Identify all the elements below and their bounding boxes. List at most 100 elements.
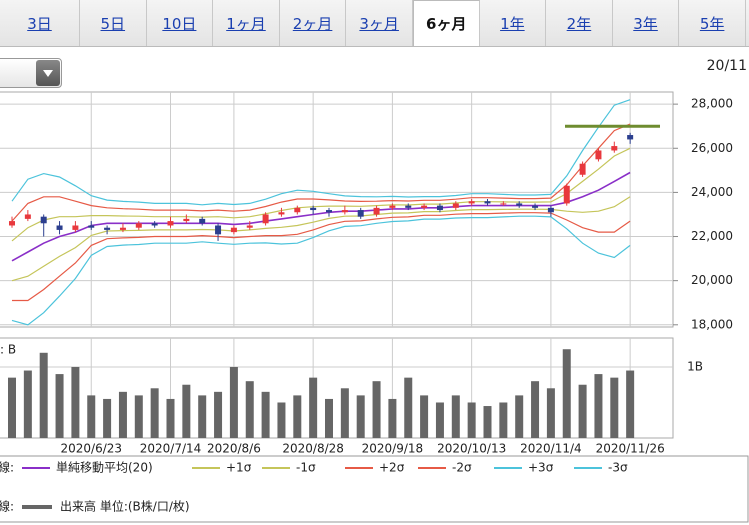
y-tick-label: 20,000 [691,273,733,287]
legend-entry: +3σ [528,461,554,475]
volume-bar [87,395,96,438]
volume-bar [23,370,32,438]
tab[interactable]: 1年 [480,0,547,46]
candle-body [24,214,31,219]
volume-bar [356,395,365,438]
volume-bar [245,381,254,438]
dropdown-button[interactable] [36,60,60,86]
volume-bar [71,366,80,438]
volume-bar [594,374,603,438]
candle-body [199,218,206,224]
candle-body [294,207,301,213]
candle-body [563,185,570,204]
candle-body [151,223,158,226]
y-tick-label: 18,000 [691,317,733,331]
legend-entry: 単純移動平均(20) [56,461,153,475]
volume-bar [166,398,175,438]
band-line [11,171,631,262]
dropdown[interactable] [0,58,62,88]
volume-bar [546,388,555,438]
volume-bar [182,384,191,438]
volume-bar [198,395,207,438]
candle-body [405,205,412,208]
y-tick-label: 26,000 [691,141,733,155]
candle-body [373,207,380,215]
candle-body [56,225,63,230]
legend-entry: +1σ [226,461,252,475]
x-tick-label: 2020/10/13 [437,442,506,456]
band-line [11,215,631,326]
band-line [11,147,631,242]
legend-box [0,455,749,523]
x-tick-label: 2020/9/18 [362,442,424,456]
candle-body [230,227,237,233]
candle-body [611,146,618,151]
tab[interactable]: 10日 [147,0,214,46]
candle-body [278,212,285,215]
volume-bar [55,374,64,438]
volume-bar [8,377,16,438]
volume-bar [562,349,571,438]
tab[interactable]: 3年 [613,0,680,46]
volume-bar [499,402,508,438]
date-label: 20/11 [706,58,747,74]
candle-body [88,225,95,228]
band-line [11,99,631,206]
candle-body [532,205,539,208]
candle-body [436,205,443,211]
candle-body [468,201,475,204]
plot-area [0,91,674,328]
volume-bar [277,402,286,438]
candle-body [484,201,491,204]
volume-axis-label: : B [0,343,16,357]
legend-entry: 出来高 単位:(B株/口/枚) [60,499,190,514]
x-tick-label: 2020/7/14 [140,442,202,456]
candle-body [135,223,142,228]
volume-bar [325,398,333,438]
volume-bar [610,377,619,438]
tab[interactable]: 5年 [679,0,746,46]
volume-bar [531,381,540,438]
candle-body [104,227,111,230]
volume-bar [214,391,223,438]
candle-body [547,207,554,213]
legend-entry: -2σ [452,461,472,475]
volume-bar [261,391,270,438]
legend-entry: -3σ [608,461,628,475]
legend-label: 線: [0,460,14,475]
candle-body [215,225,222,235]
volume-bar [39,352,48,438]
tab[interactable]: 6ヶ月 [412,0,480,46]
volume-bar [388,398,397,438]
candle-body [627,135,634,140]
legend-entry: +2σ [379,461,405,475]
x-tick-label: 2020/11/26 [596,442,665,456]
tab[interactable]: 3日 [0,0,80,46]
volume-tick-label: 1B [687,359,703,373]
tab[interactable]: 3ヶ月 [346,0,413,46]
x-tick-label: 2020/8/6 [207,442,261,456]
band-line [12,212,631,302]
tab[interactable]: 5日 [80,0,147,46]
candle-body [516,203,523,206]
candle-body [452,203,459,208]
x-tick-label: 2020/6/23 [60,442,122,456]
volume-bar [293,395,302,438]
volume-bar [451,395,460,438]
candle-body [40,216,47,224]
volume-bar [103,398,112,438]
candle-body [310,207,317,211]
volume-bar [578,384,587,438]
tab[interactable]: 2ヶ月 [280,0,347,46]
candle-body [389,205,396,208]
tab[interactable]: 2年 [546,0,613,46]
candle-body [326,210,332,213]
y-tick-label: 28,000 [691,97,733,111]
candle-body [421,205,428,208]
volume-bar [134,395,143,438]
candle-body [167,221,174,226]
band-line [11,123,631,222]
candle-body [246,225,253,228]
tab[interactable]: 1ヶ月 [213,0,280,46]
candle-body [72,225,79,230]
